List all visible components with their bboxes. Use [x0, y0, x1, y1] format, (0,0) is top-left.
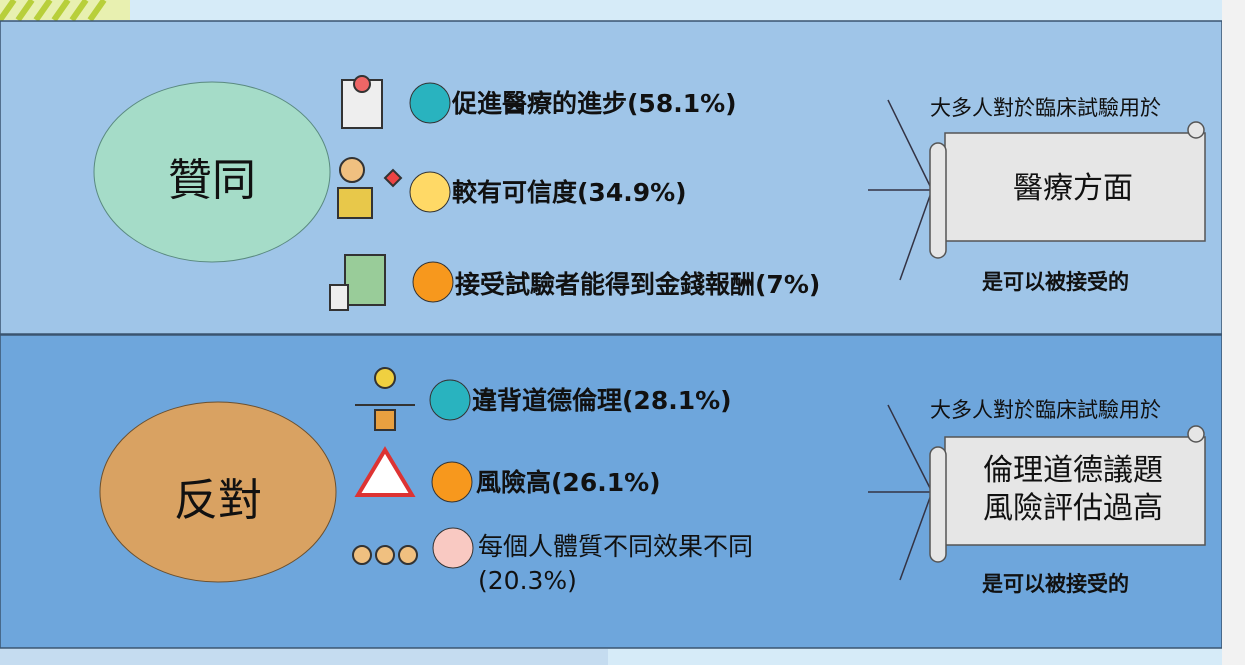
footer-text: 是可以被接受的	[982, 568, 1129, 598]
support-label: 贊同	[92, 144, 332, 208]
footer-text: 是可以被接受的	[982, 266, 1129, 296]
item: 接受試驗者能得到金錢報酬(7%)	[455, 268, 820, 302]
scroll-text: 醫療方面	[948, 170, 1198, 208]
note: 大多人對於臨床試驗用於	[930, 96, 1170, 120]
bottom-strip	[0, 649, 608, 665]
scroll-line: 風險評估過高	[948, 490, 1198, 528]
item: 促進醫療的進步(58.1%)	[452, 87, 737, 121]
item: 違背道德倫理(28.1%)	[472, 384, 732, 418]
scroll-line: 倫理道德議題	[948, 452, 1198, 490]
item: 每個人體質不同效果不同(20.3%)	[478, 530, 798, 598]
scroll-line: 醫療方面	[948, 170, 1198, 208]
slide: 贊同 反對 促進醫療的進步(58.1%) 較有可信度(34.9%) 接受試驗者能…	[0, 0, 1245, 665]
item: 較有可信度(34.9%)	[452, 176, 687, 210]
edge	[1222, 0, 1245, 665]
item: 風險高(26.1%)	[476, 466, 661, 500]
scroll-text: 倫理道德議題風險評估過高	[948, 452, 1198, 528]
note: 大多人對於臨床試驗用於	[930, 398, 1170, 422]
oppose-label: 反對	[98, 464, 338, 528]
